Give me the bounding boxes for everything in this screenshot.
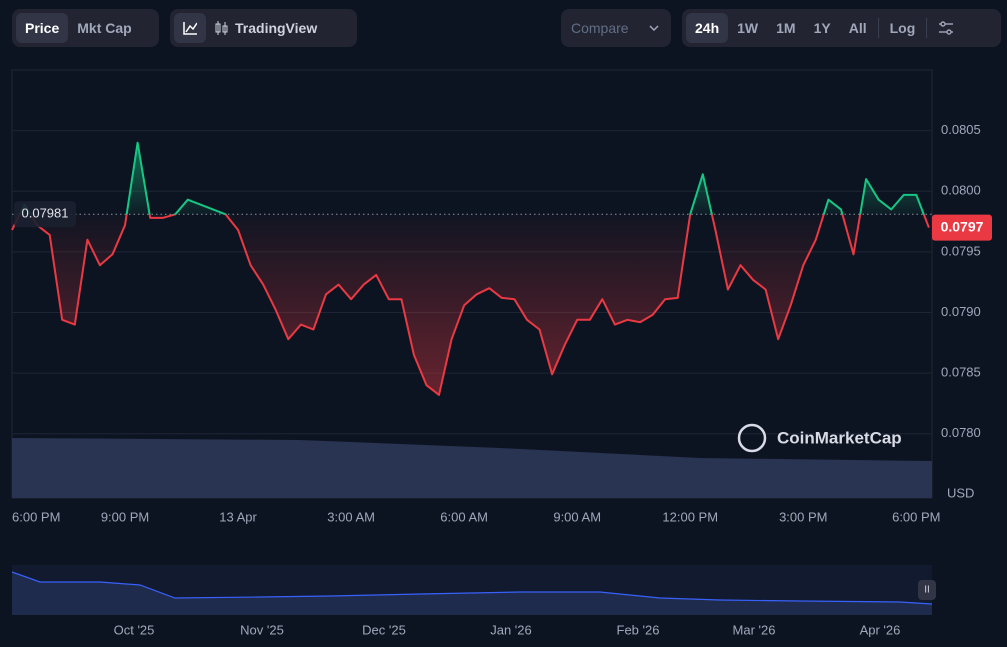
y-tick-label: 0.0785 [941,365,981,380]
navigator-label: Oct '25 [114,622,155,637]
y-tick-label: 0.0790 [941,304,981,319]
range-button[interactable]: 24h [686,13,729,43]
plot-frame [11,69,933,499]
x-tick-label: 9:00 AM [553,509,601,524]
line-icon [183,22,197,35]
tab-mktcap[interactable]: Mkt Cap [77,20,132,36]
navigator-label: Feb '26 [617,622,660,637]
chevron [649,25,659,31]
tab-price[interactable]: Price [16,13,69,43]
y-tick-label: 0.0805 [941,122,981,137]
navigator-label: Jan '26 [490,622,532,637]
area-fill [12,142,929,395]
navigator [12,565,932,615]
tradingview-button[interactable]: TradingView [206,13,326,43]
range-button[interactable]: 1Y [813,20,831,36]
separator [877,18,879,38]
x-tick-label: 6:00 PM [12,509,60,524]
candle-icon [215,21,228,35]
last-price-label: 0.0797 [941,218,984,234]
x-tick-label: 9:00 PM [101,509,149,524]
watermark: CoinMarketCap [737,423,902,453]
navigator-label: Dec '25 [362,622,406,637]
line-chart-button[interactable] [174,13,206,43]
watermark-logo [737,423,767,453]
range-button[interactable]: 1M [776,20,796,36]
volume-band [12,438,932,498]
x-tick-label: 3:00 AM [327,509,375,524]
navigator-area [12,572,932,615]
pause-button[interactable] [918,580,936,600]
range-button[interactable]: 1W [737,20,759,36]
x-tick-label: 3:00 PM [779,509,827,524]
separator [926,18,928,38]
navigator-label: Nov '25 [240,622,284,637]
log-button[interactable]: Log [889,20,916,36]
navigator-label: Apr '26 [860,622,901,637]
unit-label: USD [947,485,974,500]
settings-icon [939,21,954,35]
watermark-text: CoinMarketCap [777,428,902,447]
price-line [11,141,930,396]
x-tick-label: 6:00 AM [440,509,488,524]
navigator-line [11,571,933,605]
y-tick-label: 0.0800 [941,183,981,198]
view-tabs: Price Mkt Cap [12,9,159,47]
reference-label-bg [14,201,76,228]
range-tabs: 24h 1W 1M 1Y All Log [682,9,1001,47]
x-tick-label: 6:00 PM [892,509,940,524]
range-button[interactable]: All [848,20,867,36]
pause-icon: II [924,585,930,596]
y-tick-label: 0.0795 [941,243,981,258]
chart-style: TradingView [170,9,357,47]
compare-button[interactable]: Compare [561,9,671,47]
last-price-bg [932,214,992,241]
y-tick-label: 0.0780 [941,425,981,440]
navigator-label: Mar '26 [733,622,776,637]
reference-label: 0.07981 [22,206,69,221]
compare-label: Compare [571,20,629,36]
settings-button[interactable] [929,13,963,43]
x-tick-label: 13 Apr [219,509,257,524]
x-tick-label: 12:00 PM [662,509,718,524]
tradingview-label: TradingView [235,20,318,36]
